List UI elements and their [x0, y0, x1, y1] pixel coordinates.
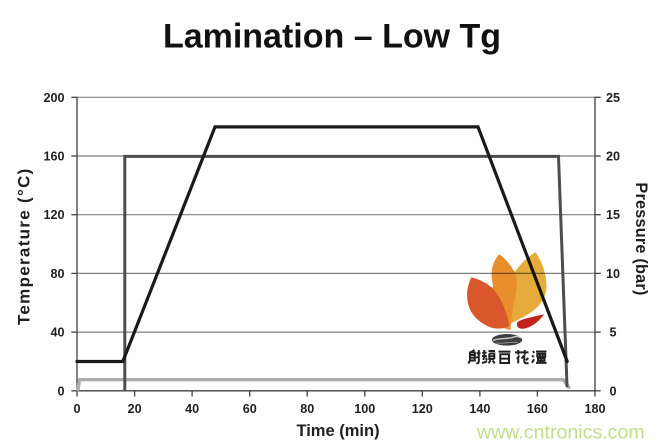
- svg-text:25: 25: [606, 91, 620, 105]
- svg-text:Time (min): Time (min): [296, 422, 379, 440]
- svg-text:15: 15: [606, 208, 620, 222]
- svg-text:0: 0: [609, 384, 616, 398]
- svg-text:160: 160: [43, 150, 64, 164]
- svg-text:80: 80: [300, 402, 314, 416]
- svg-text:0: 0: [73, 402, 80, 416]
- svg-text:Lamination – Low Tg: Lamination – Low Tg: [163, 17, 501, 55]
- svg-text:Temperature (°C): Temperature (°C): [15, 167, 34, 325]
- svg-text:Pressure (bar): Pressure (bar): [632, 182, 650, 295]
- svg-text:0: 0: [57, 384, 64, 398]
- svg-text:40: 40: [50, 326, 64, 340]
- svg-text:80: 80: [50, 267, 64, 281]
- svg-text:180: 180: [584, 402, 605, 416]
- svg-text:10: 10: [606, 267, 620, 281]
- svg-text:40: 40: [185, 402, 199, 416]
- svg-text:100: 100: [354, 402, 375, 416]
- svg-text:120: 120: [43, 208, 64, 222]
- svg-text:20: 20: [128, 402, 142, 416]
- svg-text:140: 140: [469, 402, 490, 416]
- svg-text:60: 60: [243, 402, 257, 416]
- svg-text:200: 200: [43, 91, 64, 105]
- svg-text:20: 20: [606, 150, 620, 164]
- svg-text:160: 160: [527, 402, 548, 416]
- svg-text:www.cntronics.com: www.cntronics.com: [476, 422, 645, 444]
- svg-text:120: 120: [412, 402, 433, 416]
- svg-text:5: 5: [609, 326, 616, 340]
